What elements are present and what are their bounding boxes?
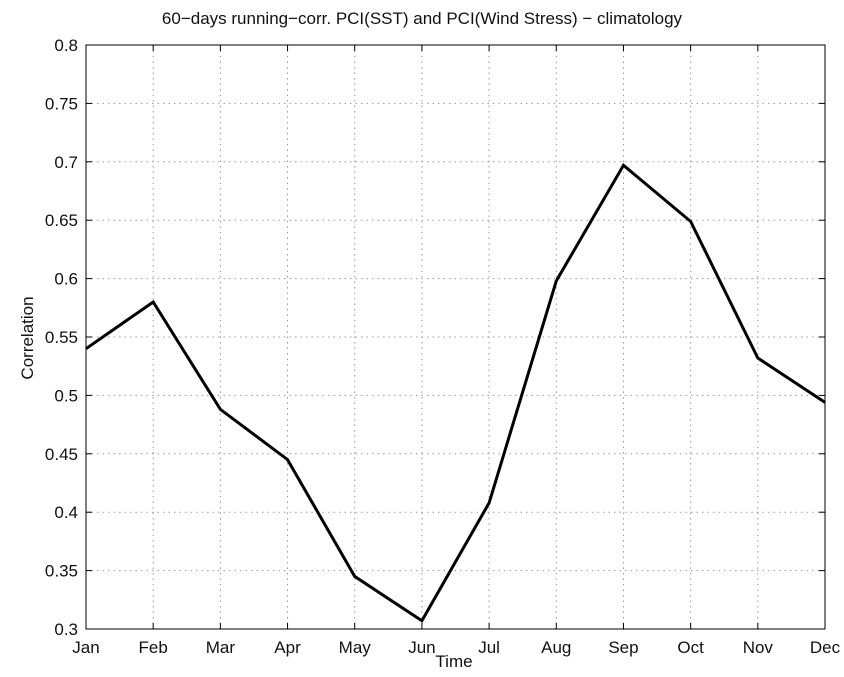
x-tick-label: Jun bbox=[408, 638, 435, 657]
x-tick-label: Dec bbox=[810, 638, 841, 657]
y-tick-label: 0.6 bbox=[54, 270, 78, 289]
y-tick-label: 0.4 bbox=[54, 503, 78, 522]
x-tick-label: Oct bbox=[677, 638, 704, 657]
y-tick-label: 0.5 bbox=[54, 386, 78, 405]
x-tick-label: Jul bbox=[478, 638, 500, 657]
x-tick-labels: Jan Feb Mar Apr May Jun Jul Aug Sep Oct Nov Dec bbox=[72, 638, 840, 657]
y-tick-label: 0.55 bbox=[45, 328, 78, 347]
y-tick-label: 0.8 bbox=[54, 36, 78, 55]
y-tick-label: 0.65 bbox=[45, 211, 78, 230]
series-line bbox=[85, 163, 826, 623]
x-tick-label: May bbox=[339, 638, 372, 657]
series-lines bbox=[85, 163, 826, 623]
chart-title: 60−days running−corr. PCI(SST) and PCI(W… bbox=[161, 9, 683, 28]
y-tick-label: 0.3 bbox=[54, 620, 78, 639]
x-tick-label: Sep bbox=[608, 638, 638, 657]
x-axis-label: Time bbox=[435, 652, 473, 671]
x-tick-label: Aug bbox=[541, 638, 571, 657]
x-tick-label: Nov bbox=[743, 638, 774, 657]
x-tick-label: Jan bbox=[72, 638, 99, 657]
y-tick-label: 0.7 bbox=[54, 153, 78, 172]
y-tick-label: 0.75 bbox=[45, 94, 78, 113]
y-tick-label: 0.45 bbox=[45, 445, 78, 464]
x-tick-label: Mar bbox=[206, 638, 236, 657]
x-tick-label: Apr bbox=[274, 638, 301, 657]
x-tick-label: Feb bbox=[139, 638, 168, 657]
y-tick-label: 0.35 bbox=[45, 562, 78, 581]
grid-lines bbox=[86, 45, 825, 629]
plot-frame bbox=[85, 44, 826, 630]
y-tick-labels: 0.3 0.35 0.4 0.45 0.5 0.55 0.6 0.65 0.7 0.75 0.8 bbox=[45, 36, 78, 639]
